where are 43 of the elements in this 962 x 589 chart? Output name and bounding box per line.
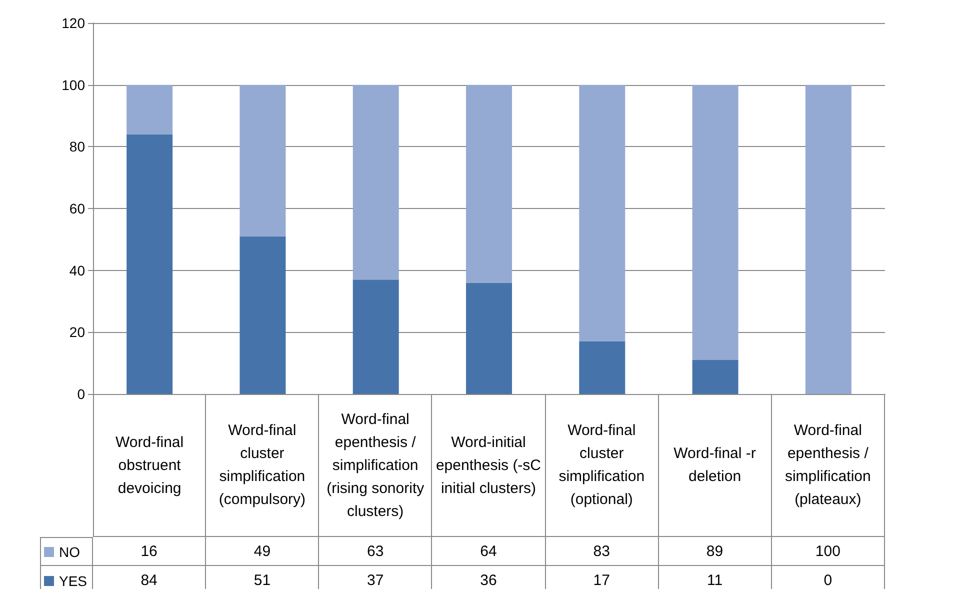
bar xyxy=(352,280,399,394)
bar xyxy=(126,134,173,394)
data-label: 84 xyxy=(93,566,206,589)
bar xyxy=(579,84,626,342)
data-label: 49 xyxy=(206,537,320,566)
x-tick-label: Word-final cluster simplification (optional) xyxy=(546,394,659,537)
data-label: 17 xyxy=(546,566,659,589)
data-label: 36 xyxy=(432,566,546,589)
y-tick-label: 40 xyxy=(69,262,86,278)
data-label: 64 xyxy=(432,537,546,566)
bar xyxy=(466,84,512,283)
x-tick-label: Word-final epenthesis / simplification (plateaux) xyxy=(772,394,885,537)
legend-label: YES xyxy=(59,573,88,589)
bar xyxy=(692,360,738,394)
x-tick-label: Word-final -r deletion xyxy=(658,394,772,537)
y-tick-label: 100 xyxy=(62,76,86,93)
bar xyxy=(240,236,286,394)
bar xyxy=(692,84,738,360)
data-label: 63 xyxy=(319,537,432,566)
y-tick-label: 80 xyxy=(69,138,86,155)
y-tick-label: 120 xyxy=(62,15,86,31)
legend-label: NO xyxy=(59,544,80,560)
bar xyxy=(805,84,852,394)
bar xyxy=(240,84,286,236)
y-tick-label: 60 xyxy=(69,200,86,216)
x-tick-label: Word-final epenthesis / simplification (rising sonority clusters) xyxy=(319,394,432,537)
bar xyxy=(352,84,399,280)
data-label: 37 xyxy=(319,566,432,589)
bar xyxy=(126,84,173,134)
data-label: 100 xyxy=(772,537,885,566)
x-tick-label: Word-initial epenthesis (-sC initial clusters) xyxy=(432,394,546,537)
x-tick-label: Word-final cluster simplification (compulsory) xyxy=(206,394,320,537)
y-tick-label: 0 xyxy=(77,386,86,402)
data-label: 83 xyxy=(546,537,659,566)
bar xyxy=(579,341,626,394)
data-label: 89 xyxy=(658,537,772,566)
data-label: 0 xyxy=(772,566,885,589)
data-label: 11 xyxy=(658,566,772,589)
data-label: 16 xyxy=(93,537,206,566)
y-tick-label: 20 xyxy=(69,324,86,340)
x-tick-label: Word-final obstruent devoicing xyxy=(93,394,206,537)
bar xyxy=(466,282,512,394)
data-label: 51 xyxy=(206,566,320,589)
